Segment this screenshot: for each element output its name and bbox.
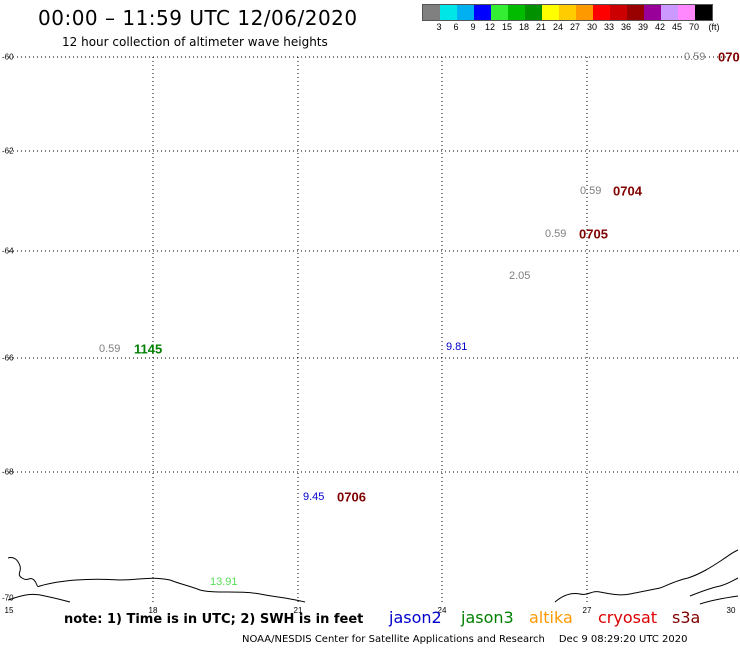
- lat-label: -60: [2, 52, 14, 62]
- pass-id: 0705: [579, 226, 608, 242]
- legend-swatches: [422, 4, 713, 21]
- lat-label: -68: [2, 467, 14, 477]
- wave-height-value: 0.59: [684, 51, 706, 63]
- legend-swatch: [542, 5, 559, 20]
- lat-label: -70: [2, 593, 14, 603]
- pass-id: 0706: [337, 489, 366, 505]
- legend-swatch: [423, 5, 440, 20]
- legend-swatch: [457, 5, 474, 20]
- legend-label: 45: [671, 22, 683, 32]
- legend-label: 9: [470, 22, 476, 32]
- antarctic-coastline: [7, 549, 739, 605]
- lon-label: 30: [726, 606, 736, 615]
- satellite-jason3: jason3: [461, 608, 514, 627]
- legend-label: 3: [436, 22, 442, 32]
- wave-height-value: 2.05: [509, 270, 531, 282]
- lon-label: 15: [4, 606, 14, 615]
- legend-swatch: [593, 5, 610, 20]
- legend-swatch: [508, 5, 525, 20]
- legend-swatch: [678, 5, 695, 20]
- color-scale-legend: 3 6 9 12 15 18 21 24 27 30 33 36 39 42 45 70 (ft): [422, 4, 720, 33]
- legend-swatch: [627, 5, 644, 20]
- map-title: 00:00 – 11:59 UTC 12/06/2020: [38, 6, 358, 30]
- legend-swatch: [440, 5, 457, 20]
- legend-label: 15: [501, 22, 513, 32]
- lat-label: -62: [2, 146, 14, 156]
- legend-label: 33: [603, 22, 615, 32]
- lon-label: 21: [293, 606, 303, 615]
- wave-height-value: 0.59: [580, 185, 602, 197]
- wave-height-value: 13.91: [210, 576, 238, 588]
- legend-label: 12: [484, 22, 496, 32]
- legend-label: 21: [535, 22, 547, 32]
- legend-label: 24: [552, 22, 564, 32]
- legend-swatch: [491, 5, 508, 20]
- units-note: note: 1) Time is in UTC; 2) SWH is in fe…: [64, 612, 364, 627]
- credit-line: NOAA/NESDIS Center for Satellite Applica…: [242, 634, 687, 645]
- lon-label: 27: [582, 606, 592, 615]
- legend-label: 27: [569, 22, 581, 32]
- lat-label: -64: [2, 246, 14, 256]
- pass-id: 0704: [613, 183, 642, 199]
- legend-unit: (ft): [708, 22, 720, 32]
- map-subtitle: 12 hour collection of altimeter wave hei…: [62, 35, 328, 49]
- map-gridlines: [9, 56, 738, 604]
- legend-swatch: [559, 5, 576, 20]
- legend-swatch: [474, 5, 491, 20]
- legend-label: 39: [637, 22, 649, 32]
- legend-swatch: [576, 5, 593, 20]
- wave-height-value: 9.81: [446, 341, 468, 353]
- legend-swatch: [610, 5, 627, 20]
- satellite-altika: altika: [529, 608, 573, 627]
- legend-label: 70: [688, 22, 700, 32]
- legend-label: 18: [518, 22, 530, 32]
- satellite-jason2: jason2: [389, 608, 442, 627]
- pass-id: 070: [718, 49, 740, 65]
- lat-label: -66: [2, 353, 14, 363]
- satellite-cryosat: cryosat: [598, 608, 658, 627]
- lon-label: 24: [437, 606, 447, 615]
- generated-timestamp: Dec 9 08:29:20 UTC 2020: [558, 634, 688, 645]
- pass-id: 1145: [134, 341, 163, 357]
- legend-labels: 3 6 9 12 15 18 21 24 27 30 33 36 39 42 45 70 (ft): [422, 21, 719, 33]
- legend-label: 42: [654, 22, 666, 32]
- legend-swatch: [661, 5, 678, 20]
- wave-height-value: 9.45: [303, 491, 325, 503]
- legend-swatch: [525, 5, 542, 20]
- satellite-s3a: s3a: [672, 608, 701, 627]
- credit-org: NOAA/NESDIS Center for Satellite Applica…: [242, 634, 545, 645]
- legend-label: 30: [586, 22, 598, 32]
- legend-label: 36: [620, 22, 632, 32]
- legend-swatch: [695, 5, 712, 20]
- lon-label: 18: [148, 606, 158, 615]
- legend-swatch: [644, 5, 661, 20]
- legend-label: 6: [453, 22, 459, 32]
- wave-height-value: 0.59: [99, 343, 121, 355]
- wave-height-value: 0.59: [545, 228, 567, 240]
